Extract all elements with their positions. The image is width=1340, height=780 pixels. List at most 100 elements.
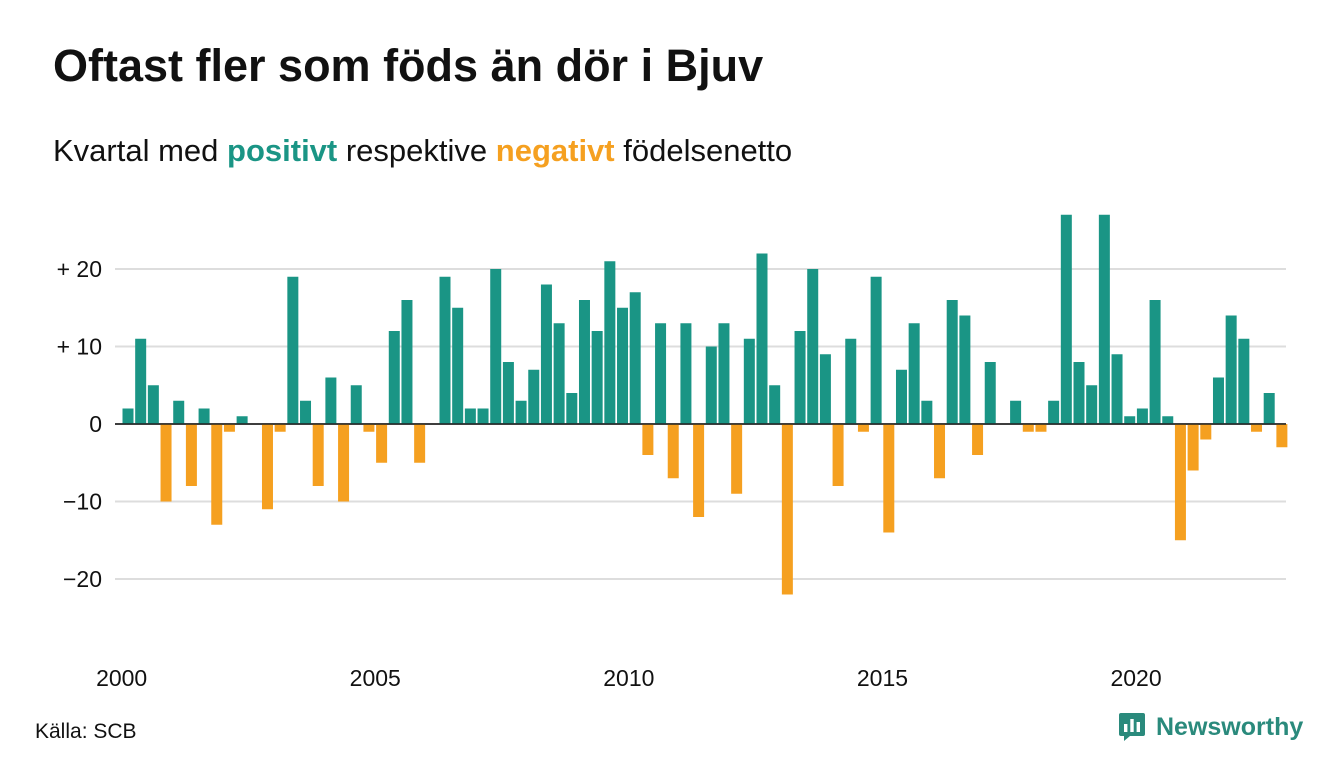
negative-bar xyxy=(731,424,743,494)
negative-bar xyxy=(414,424,426,463)
positive-bar xyxy=(1086,385,1098,424)
positive-bar xyxy=(604,261,616,424)
negative-bar xyxy=(1200,424,1212,440)
positive-bar xyxy=(540,284,552,424)
positive-bar xyxy=(325,377,337,424)
positive-bar xyxy=(1162,416,1174,424)
positive-bar xyxy=(464,408,476,424)
negative-bar xyxy=(1022,424,1034,432)
y-tick-label: + 10 xyxy=(57,334,102,360)
negative-bar xyxy=(883,424,895,533)
negative-bar xyxy=(1187,424,1199,471)
negative-bar xyxy=(693,424,705,517)
negative-bar xyxy=(376,424,388,463)
positive-bar xyxy=(1010,400,1022,424)
positive-bar xyxy=(287,276,299,424)
negative-bar xyxy=(312,424,324,486)
bar-chart: + 20 + 10 0 −10 −20 2000 2005 2010 2015 2020 xyxy=(57,214,1288,691)
negative-bar xyxy=(934,424,946,479)
positive-bar xyxy=(578,300,590,424)
y-tick-label: −10 xyxy=(63,489,102,515)
negative-bar xyxy=(781,424,793,595)
positive-bar xyxy=(300,400,312,424)
positive-bar xyxy=(490,269,502,424)
y-tick-label: + 20 xyxy=(57,256,102,282)
positive-bar xyxy=(1073,362,1085,424)
positive-bar xyxy=(984,362,996,424)
positive-bar xyxy=(147,385,159,424)
positive-bar xyxy=(553,323,565,424)
positive-bar xyxy=(629,292,641,424)
subtitle-negative-word: negativt xyxy=(495,133,615,168)
negative-bar xyxy=(274,424,286,432)
negative-bar xyxy=(1251,424,1263,432)
positive-bar xyxy=(173,400,185,424)
positive-bar xyxy=(1136,408,1148,424)
positive-bar xyxy=(528,369,540,424)
negative-bar xyxy=(972,424,984,455)
negative-bar xyxy=(832,424,844,486)
brand-name: Newsworthy xyxy=(1156,712,1304,741)
x-tick-label: 2020 xyxy=(1110,665,1161,691)
negative-bar xyxy=(1035,424,1047,432)
chart-title: Oftast fler som föds än dör i Bjuv xyxy=(53,40,764,91)
positive-bar xyxy=(439,276,451,424)
bars xyxy=(115,214,1288,595)
positive-bar xyxy=(122,408,134,424)
chart-subtitle: Kvartal med positivt respektive negativt… xyxy=(53,133,792,169)
negative-bar xyxy=(211,424,223,525)
positive-bar xyxy=(870,276,882,424)
positive-bar xyxy=(1238,338,1250,424)
positive-bar xyxy=(895,369,907,424)
subtitle-suffix: födelsenetto xyxy=(614,133,793,168)
negative-bar xyxy=(338,424,350,502)
negative-bar xyxy=(363,424,375,432)
x-tick-label: 2010 xyxy=(603,665,654,691)
positive-bar xyxy=(591,331,603,424)
positive-bar xyxy=(680,323,692,424)
positive-bar xyxy=(807,269,819,424)
positive-bar xyxy=(1124,416,1136,424)
positive-bar xyxy=(350,385,362,424)
x-tick-label: 2000 xyxy=(96,665,147,691)
positive-bar xyxy=(655,323,667,424)
negative-bar xyxy=(1276,424,1288,448)
axis-labels: + 20 + 10 0 −10 −20 2000 2005 2010 2015 2020 xyxy=(57,256,1162,691)
positive-bar xyxy=(236,416,248,424)
positive-bar xyxy=(452,307,464,424)
negative-bar xyxy=(667,424,679,479)
positive-bar xyxy=(921,400,933,424)
positive-bar xyxy=(135,338,147,424)
subtitle-prefix: Kvartal med xyxy=(53,133,228,168)
positive-bar xyxy=(959,315,971,424)
subtitle-positive-word: positivt xyxy=(227,133,338,168)
positive-bar xyxy=(946,300,958,424)
positive-bar xyxy=(515,400,527,424)
positive-bar xyxy=(1111,354,1123,424)
positive-bar xyxy=(1263,393,1275,424)
positive-bar xyxy=(1212,377,1224,424)
positive-bar xyxy=(1225,315,1237,424)
positive-bar xyxy=(705,346,717,424)
positive-bar xyxy=(1048,400,1060,424)
positive-bar xyxy=(845,338,857,424)
negative-bar xyxy=(261,424,273,510)
positive-bar xyxy=(756,253,768,424)
negative-bar xyxy=(160,424,172,502)
positive-bar xyxy=(769,385,781,424)
negative-bar xyxy=(642,424,654,455)
positive-bar xyxy=(1098,214,1110,424)
positive-bar xyxy=(617,307,629,424)
positive-bar xyxy=(198,408,210,424)
subtitle-middle: respektive xyxy=(337,133,496,168)
positive-bar xyxy=(743,338,755,424)
positive-bar xyxy=(819,354,831,424)
positive-bar xyxy=(502,362,514,424)
x-tick-label: 2015 xyxy=(857,665,908,691)
y-tick-label: −20 xyxy=(63,566,102,592)
positive-bar xyxy=(1149,300,1161,424)
positive-bar xyxy=(566,393,578,424)
negative-bar xyxy=(223,424,235,432)
positive-bar xyxy=(477,408,489,424)
negative-bar xyxy=(857,424,869,432)
